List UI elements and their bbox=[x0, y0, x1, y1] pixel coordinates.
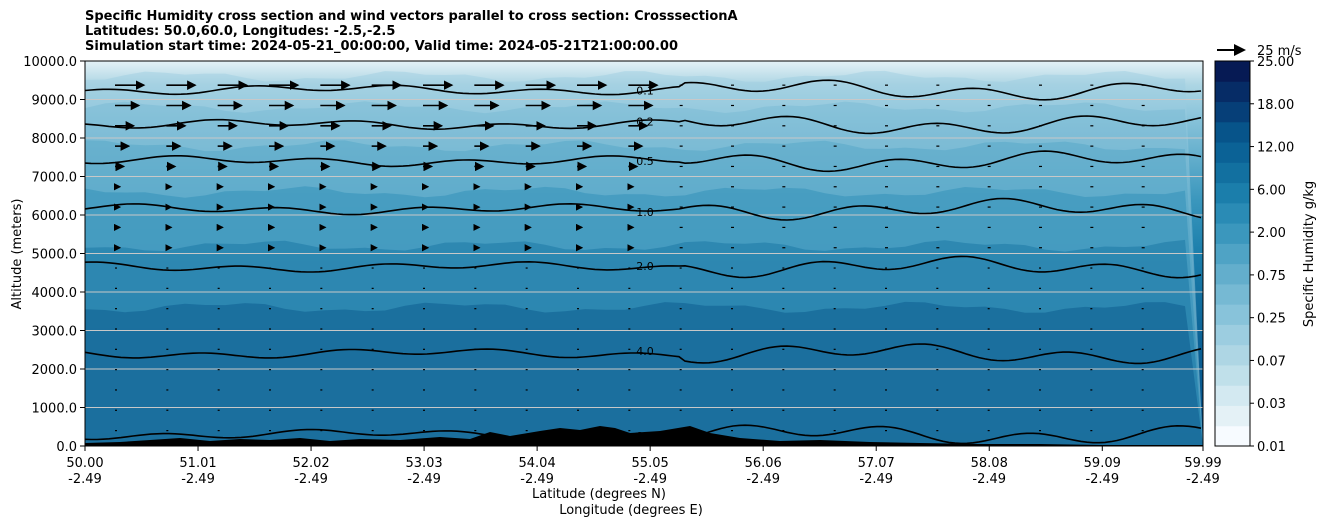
colorbar-frame bbox=[1214, 60, 1251, 447]
colorbar-tick-label: 0.25 bbox=[1257, 312, 1286, 327]
x-tick-label-lat: 59.09 bbox=[1084, 456, 1121, 471]
contour-label: 4.0 bbox=[636, 345, 654, 358]
wind-vectors bbox=[114, 80, 1145, 432]
colorbar-segment bbox=[1215, 223, 1250, 244]
x-tick-label-lat: 55.05 bbox=[632, 456, 669, 471]
contour-line bbox=[85, 115, 1202, 135]
colorbar-segment bbox=[1215, 405, 1250, 427]
x-tick-label-lon: -2.49 bbox=[859, 472, 893, 487]
colorbar-segment bbox=[1215, 81, 1250, 103]
x-tick-label-lat: 57.07 bbox=[858, 456, 895, 471]
y-tick-label: 2000.0 bbox=[32, 363, 78, 378]
colorbar-segment bbox=[1215, 364, 1250, 386]
x-tick-label-lon: -2.49 bbox=[746, 472, 780, 487]
colorbar-tick-label: 0.01 bbox=[1257, 440, 1286, 455]
y-tick-label: 0.0 bbox=[56, 440, 77, 455]
colorbar-tick-label: 2.00 bbox=[1257, 226, 1286, 241]
x-tick-label-lat: 50.00 bbox=[66, 456, 103, 471]
x-tick-label-lat: 51.01 bbox=[179, 456, 216, 471]
x-axis: 50.00-2.4951.01-2.4952.02-2.4953.03-2.49… bbox=[66, 446, 1222, 487]
colorbar-segment bbox=[1215, 61, 1250, 82]
colorbar-segment bbox=[1215, 142, 1250, 163]
y-tick-label: 9000.0 bbox=[32, 94, 78, 109]
colorbar-tick-label: 0.07 bbox=[1257, 354, 1286, 369]
y-tick-label: 8000.0 bbox=[32, 132, 78, 147]
x-tick-label-lon: -2.49 bbox=[633, 472, 667, 487]
y-tick-label: 7000.0 bbox=[32, 171, 78, 186]
x-tick-label-lon: -2.49 bbox=[68, 472, 102, 487]
colorbar-segment bbox=[1215, 425, 1250, 447]
colorbar-segment bbox=[1215, 304, 1250, 325]
colorbar-segment bbox=[1215, 283, 1250, 305]
colorbar-tick-label: 12.00 bbox=[1257, 141, 1294, 156]
colorbar-tick-label: 6.00 bbox=[1257, 183, 1286, 198]
x-tick-label-lon: -2.49 bbox=[972, 472, 1006, 487]
x-axis-label-latitude: Latitude (degrees N) bbox=[532, 487, 666, 502]
colorbar-segment bbox=[1215, 344, 1250, 366]
y-axis: 0.0 1000.0 2000.0 3000.0 4000.0 5000.0 6000.0 7… bbox=[23, 55, 85, 455]
contour-line bbox=[85, 343, 1202, 365]
x-tick-label-lon: -2.49 bbox=[294, 472, 328, 487]
colorbar-tick-label: 0.03 bbox=[1257, 397, 1286, 412]
humidity-band bbox=[85, 301, 1203, 446]
contour-label: 0.1 bbox=[636, 85, 654, 98]
y-tick-label: 3000.0 bbox=[32, 325, 78, 340]
humidity-band bbox=[85, 186, 1203, 446]
colorbar-segment bbox=[1215, 162, 1250, 184]
x-tick-label-lon: -2.49 bbox=[407, 472, 441, 487]
quiver-key-label: 25 m/s bbox=[1257, 44, 1302, 59]
x-tick-label-lat: 59.99 bbox=[1184, 456, 1221, 471]
colorbar-tick-label: 25.00 bbox=[1257, 55, 1294, 70]
x-tick-label-lat: 54.04 bbox=[519, 456, 556, 471]
x-tick-label-lon: -2.49 bbox=[520, 472, 554, 487]
x-tick-label-lon: -2.49 bbox=[1186, 472, 1220, 487]
x-tick-label-lat: 53.03 bbox=[405, 456, 442, 471]
colorbar-label: Specific Humidity g/kg bbox=[1302, 181, 1317, 327]
x-axis-label-longitude: Longitude (degrees E) bbox=[559, 503, 703, 518]
x-tick-label-lat: 58.08 bbox=[971, 456, 1008, 471]
colorbar-segment bbox=[1215, 243, 1250, 265]
contour-label: 0.5 bbox=[636, 155, 654, 168]
colorbar-segment bbox=[1215, 121, 1250, 143]
colorbar-tick-label: 0.75 bbox=[1257, 269, 1286, 284]
humidity-band bbox=[85, 101, 1203, 446]
contour-line bbox=[85, 79, 1202, 101]
x-tick-label-lat: 52.02 bbox=[292, 456, 329, 471]
x-tick-label-lon: -2.49 bbox=[1085, 472, 1119, 487]
y-tick-label: 6000.0 bbox=[32, 209, 78, 224]
chart-title-line-2: Latitudes: 50.0,60.0, Longitudes: -2.5,-… bbox=[85, 24, 396, 39]
colorbar-segment bbox=[1215, 182, 1250, 204]
terrain bbox=[85, 426, 1203, 446]
gridlines bbox=[85, 99, 1203, 408]
colorbar-segment bbox=[1215, 101, 1250, 123]
contour-line bbox=[85, 150, 1202, 173]
colorbar-segment bbox=[1215, 202, 1250, 224]
colorbar-segment bbox=[1215, 385, 1250, 406]
contour-label: 2.0 bbox=[636, 260, 654, 273]
y-tick-label: 4000.0 bbox=[32, 286, 78, 301]
contour-label: 1.0 bbox=[636, 206, 654, 219]
x-tick-label-lat: 56.06 bbox=[745, 456, 782, 471]
chart-title-line-1: Specific Humidity cross section and wind… bbox=[85, 9, 738, 24]
y-tick-label: 1000.0 bbox=[32, 402, 78, 417]
colorbar: 0.01 0.03 0.07 0.25 0.75 2.00 6.00 12.00 18.00 25… bbox=[1214, 55, 1294, 455]
y-axis-label: Altitude (meters) bbox=[10, 199, 25, 310]
humidity-band bbox=[85, 140, 1203, 446]
colorbar-segment bbox=[1215, 324, 1250, 346]
x-tick-label-lon: -2.49 bbox=[181, 472, 215, 487]
chart-title-line-3: Simulation start time: 2024-05-21_00:00:… bbox=[85, 39, 678, 54]
colorbar-segment bbox=[1215, 263, 1250, 285]
humidity-band bbox=[85, 239, 1203, 446]
colorbar-tick-label: 18.00 bbox=[1257, 98, 1294, 113]
y-tick-label: 5000.0 bbox=[32, 248, 78, 263]
y-tick-label: 10000.0 bbox=[23, 55, 77, 70]
